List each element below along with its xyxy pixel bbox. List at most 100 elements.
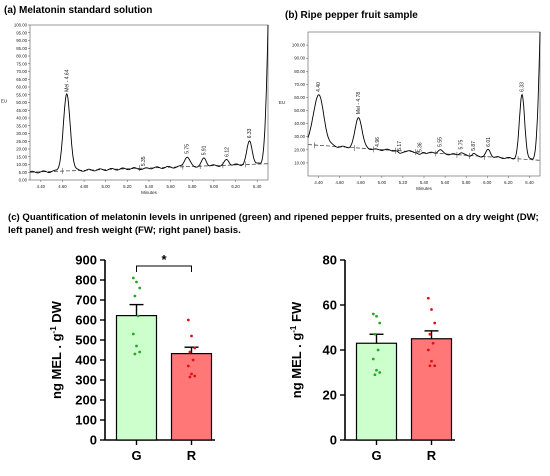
data-point: [373, 373, 377, 377]
category-label: R: [187, 448, 197, 463]
y-tick-label: 0: [330, 433, 337, 448]
y-tick-label: 200: [75, 393, 97, 408]
y-tick-label: 40: [323, 343, 337, 358]
y-tick-label: 400: [75, 353, 97, 368]
data-point: [376, 348, 380, 352]
data-point: [191, 358, 195, 362]
y-tick-label: 85.00: [16, 46, 27, 51]
y-tick-label: 70.00: [16, 69, 27, 74]
data-point: [138, 350, 142, 354]
panel-b-title: (b) Ripe pepper fruit sample: [285, 10, 418, 21]
data-point: [375, 314, 378, 318]
data-point: [371, 312, 375, 316]
data-point: [433, 321, 437, 325]
x-tick-label: 6.20: [231, 184, 240, 189]
y-tick-label: 300: [75, 373, 97, 388]
x-tick-label: 5.60: [166, 184, 175, 189]
bar-chart-dw: 0 100 200 300 400 500 600 700 800 900 ng MEL . g-1…: [49, 252, 215, 463]
data-point: [378, 371, 382, 374]
peak-label: 4.40: [316, 82, 322, 92]
x-tick-label: 4.60: [335, 180, 344, 185]
peak-label: 5.36: [417, 142, 423, 152]
x-axis-label: Minutes: [141, 190, 158, 195]
y-tick-label: 45.00: [16, 108, 27, 113]
x-tick-label: 5.20: [399, 180, 408, 185]
data-point: [193, 374, 197, 378]
bar-g: [355, 342, 398, 441]
data-point: [190, 372, 193, 376]
y-axis-label: ng MEL . g-1 FW: [289, 301, 304, 398]
peak-label: 6.01: [486, 137, 492, 147]
y-tick-label: 30.00: [294, 134, 305, 139]
y-tick-label: 10.00: [16, 162, 27, 167]
y-tick-label: 20.00: [16, 147, 27, 152]
y-tick-label: 5.00: [19, 170, 28, 175]
y-tick-label: 70.00: [294, 82, 305, 87]
y-tick-label: 60: [323, 298, 337, 313]
data-point: [135, 280, 138, 284]
data-point: [433, 364, 437, 368]
y-tick-label: 0.00: [19, 178, 28, 183]
panel-a-title: (a) Melatonin standard solution: [4, 5, 153, 16]
y-tick-label: 900: [75, 253, 97, 268]
plot-frame: [29, 24, 269, 181]
y-tick-label: 90.00: [294, 56, 305, 61]
x-tick-label: 5.00: [102, 184, 111, 189]
y-tick-label: 15.00: [16, 154, 27, 159]
data-point: [186, 364, 190, 368]
data-point: [186, 318, 190, 322]
data-point: [133, 352, 137, 356]
x-tick-label: 6.00: [483, 180, 492, 185]
y-axis-label: ng MEL . g-1 DW: [49, 300, 64, 399]
y-tick-label: 700: [75, 293, 97, 308]
peak-label: 5.17: [397, 141, 403, 151]
peak-label: 5.75: [184, 144, 190, 154]
y-tick-label: 60.00: [16, 85, 27, 90]
x-tick-label: 5.80: [188, 184, 197, 189]
y-tick-label: 100: [75, 413, 97, 428]
y-tick-label: 40.00: [16, 116, 27, 121]
data-point: [136, 314, 140, 318]
peak-label: 5.55: [437, 137, 443, 147]
y-tick-label: 20: [323, 388, 337, 403]
y-tick-label: 90.00: [16, 38, 27, 43]
peak-label: 6.33: [520, 82, 526, 92]
trace-line: [29, 24, 269, 174]
y-tick-label: 20.00: [294, 147, 305, 152]
data-point: [428, 364, 432, 368]
significance-marker: *: [161, 252, 167, 267]
peak-label: 4.96: [375, 137, 381, 147]
data-point: [431, 341, 435, 345]
bar-g: [115, 314, 158, 441]
category-label: G: [371, 448, 381, 463]
data-point: [371, 357, 375, 361]
y-tick-label: 800: [75, 273, 97, 288]
peak-label: Mel - 4.64: [64, 69, 70, 91]
x-tick-label: 5.20: [123, 184, 132, 189]
data-point: [378, 321, 382, 325]
y-tick-label: 0: [90, 433, 97, 448]
x-tick-label: 5.40: [420, 180, 429, 185]
data-point: [426, 348, 430, 352]
y-tick-label: 500: [75, 333, 97, 348]
data-point: [131, 276, 135, 280]
plot-frame: [307, 31, 541, 177]
bar-r: [410, 338, 453, 441]
y-tick-label: 100.00: [14, 23, 28, 28]
x-tick-label: 6.40: [525, 180, 534, 185]
y-tick-label: 65.00: [16, 77, 27, 82]
y-tick-label: 80: [323, 253, 337, 268]
y-tick-label: 10.00: [294, 160, 305, 165]
y-tick-label: 55.00: [16, 92, 27, 97]
data-point: [188, 350, 192, 354]
data-point: [131, 332, 135, 336]
y-tick-label: 600: [75, 313, 97, 328]
bar-chart-fw: 0 20 40 60 80 ng MEL . g-1 FW G R: [289, 253, 455, 463]
category-label: R: [427, 448, 437, 463]
y-tick-label: 30.00: [16, 131, 27, 136]
x-tick-label: 5.40: [145, 184, 154, 189]
data-point: [193, 346, 197, 350]
y-tick-label: 40.00: [294, 121, 305, 126]
data-point: [375, 368, 378, 372]
y-tick-label: 50.00: [294, 108, 305, 113]
